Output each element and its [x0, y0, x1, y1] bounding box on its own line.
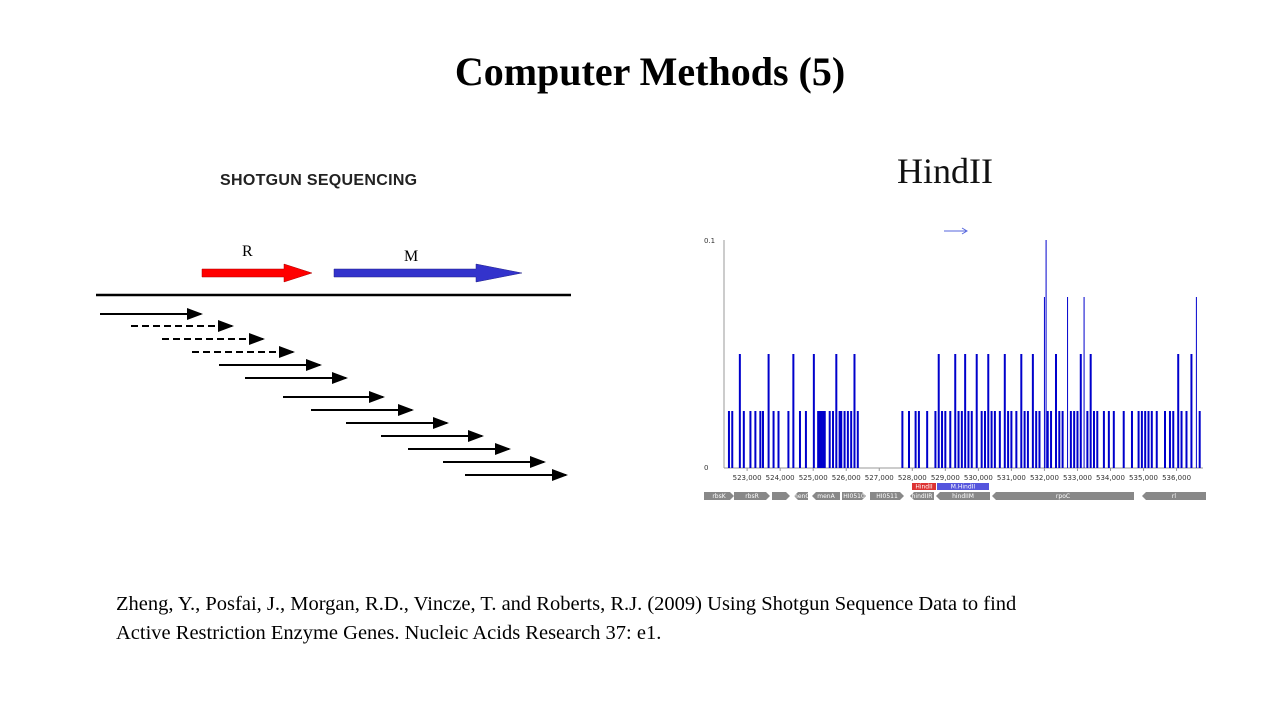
gene-label: HI0510 [843, 493, 865, 500]
gene-feature [870, 492, 904, 500]
citation: Zheng, Y., Posfai, J., Morgan, R.D., Vin… [116, 590, 1216, 648]
gene-feature [1142, 492, 1206, 500]
gene-label: HI0511 [876, 493, 898, 500]
gene-feature [936, 492, 990, 500]
x-tick-label: 526,000 [832, 474, 861, 482]
gene-r-arrow [201, 263, 313, 283]
sequence-reads [100, 308, 568, 481]
x-tick-label: 524,000 [766, 474, 795, 482]
hindii-gene-label: HindII [915, 484, 933, 491]
x-tick-label: 525,000 [799, 474, 828, 482]
gene-feature [812, 492, 840, 500]
x-tick-label: 530,000 [964, 474, 993, 482]
x-tick-label: 533,000 [1063, 474, 1092, 482]
gene-label: menA [817, 493, 835, 500]
gene-feature [794, 492, 808, 500]
shotgun-diagram-title: SHOTGUN SEQUENCING [220, 172, 418, 189]
gene-label: hindIIM [952, 493, 974, 500]
gene-label: rbsK [712, 493, 726, 500]
x-tick-label: 529,000 [931, 474, 960, 482]
direction-arrow-head [961, 227, 968, 235]
gene-feature [704, 492, 734, 500]
gene-feature [842, 492, 866, 500]
m-hindii-gene-label: M.HindII [951, 484, 976, 491]
x-tick-label: 536,000 [1162, 474, 1191, 482]
gene-feature [910, 492, 934, 500]
m-hindii-gene [937, 483, 989, 490]
gene-label: hindIIR [912, 493, 933, 500]
gene-label: rbsR [745, 493, 759, 500]
enzyme-label: HindII [897, 151, 993, 191]
gene-label: rpoC [1056, 493, 1070, 500]
slide-title: Computer Methods (5) [454, 49, 846, 94]
citation-line-1: Zheng, Y., Posfai, J., Morgan, R.D., Vin… [116, 593, 1017, 615]
gene-m-label: M [404, 248, 419, 265]
gene-label: rl [1172, 493, 1176, 500]
gene-r-label: R [242, 243, 253, 260]
y-tick-label: 0 [704, 464, 708, 472]
x-tick-label: 523,000 [733, 474, 762, 482]
gene-label: menG [792, 493, 810, 500]
gene-feature [734, 492, 770, 500]
x-tick-label: 528,000 [898, 474, 927, 482]
x-tick-label: 527,000 [865, 474, 894, 482]
x-tick-label: 532,000 [1030, 474, 1059, 482]
gene-m-arrow [333, 263, 523, 283]
x-tick-label: 531,000 [997, 474, 1026, 482]
hindii-gene [912, 483, 936, 490]
x-tick-label: 534,000 [1096, 474, 1125, 482]
hindii-coverage-chart: 0.1 0 523,000 524,000 525,000 526,000 527,000… [704, 227, 1206, 500]
gene-feature [992, 492, 1134, 500]
citation-line-2: Active Restriction Enzyme Genes. Nucleic… [116, 622, 662, 644]
gene-feature [772, 492, 790, 500]
shotgun-diagram [96, 263, 571, 481]
x-tick-label: 535,000 [1129, 474, 1158, 482]
y-tick-label: 0.1 [704, 237, 715, 245]
